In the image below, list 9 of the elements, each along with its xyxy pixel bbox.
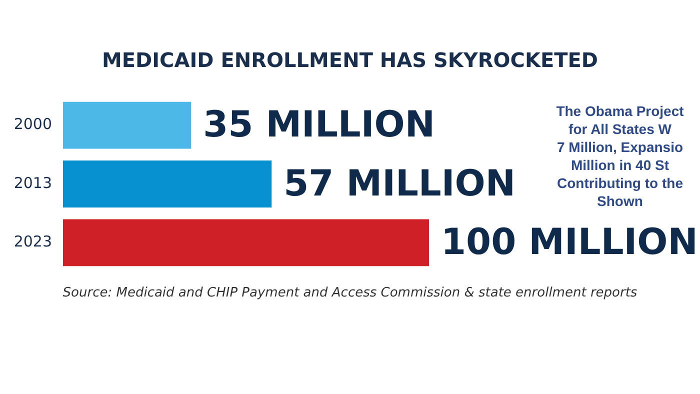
y-tick-label: 2023 [14, 232, 52, 251]
data-label: 35 MILLION [203, 104, 435, 146]
source-note: Source: Medicaid and CHIP Payment and Access Commission & state enrollment reports [62, 285, 638, 300]
text: The Obama Project for All States W 7 Million, Expansio Million in 40 St Contributing to the Shown [555, 102, 685, 210]
y-tick-label: 2000 [14, 115, 52, 134]
chart-title: MEDICAID ENROLLMENT HAS SKYROCKETED [102, 48, 598, 72]
data-label: 57 MILLION [284, 163, 516, 204]
data-label: 100 MILLION [441, 222, 698, 264]
y-tick-label: 2013 [14, 174, 52, 192]
